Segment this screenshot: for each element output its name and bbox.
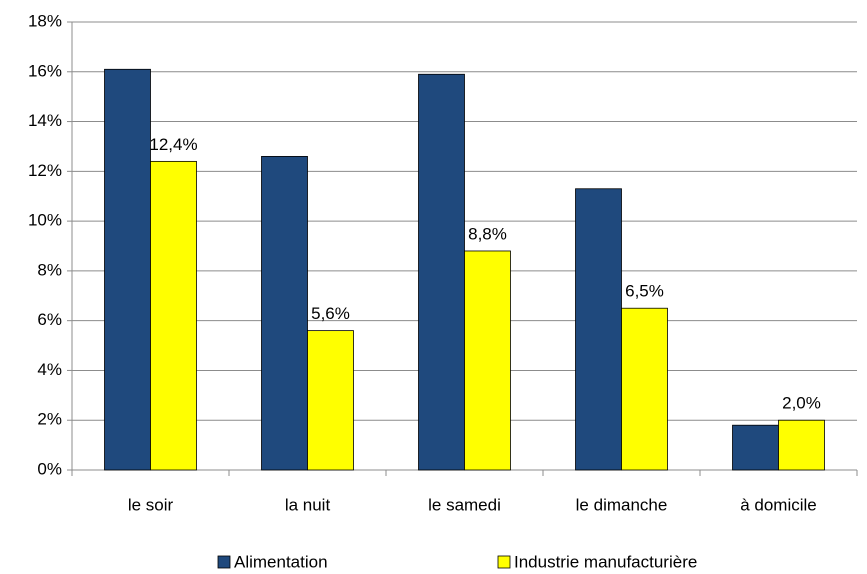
y-tick-label: 14% bbox=[28, 111, 62, 130]
data-label: 2,0% bbox=[782, 394, 821, 413]
y-tick-label: 0% bbox=[37, 459, 62, 478]
y-tick-label: 8% bbox=[37, 260, 62, 279]
x-tick-label: le dimanche bbox=[576, 495, 668, 514]
bar bbox=[778, 419, 825, 471]
y-tick-label: 2% bbox=[37, 410, 62, 429]
bar bbox=[621, 307, 668, 471]
y-tick-label: 10% bbox=[28, 211, 62, 230]
bar bbox=[732, 424, 779, 471]
bar bbox=[575, 188, 622, 471]
data-label: 8,8% bbox=[468, 224, 507, 243]
y-tick-label: 4% bbox=[37, 360, 62, 379]
legend-swatch bbox=[217, 555, 231, 569]
y-tick-label: 18% bbox=[28, 11, 62, 30]
bar bbox=[261, 155, 308, 471]
legend-swatch bbox=[497, 555, 511, 569]
y-tick-label: 16% bbox=[28, 61, 62, 80]
bar bbox=[150, 160, 197, 471]
bar bbox=[418, 73, 465, 471]
bar bbox=[464, 250, 511, 471]
data-label: 12,4% bbox=[149, 135, 197, 154]
data-label: 5,6% bbox=[311, 304, 350, 323]
bar bbox=[307, 330, 354, 471]
bar bbox=[104, 68, 151, 471]
x-tick-label: le samedi bbox=[428, 495, 501, 514]
y-tick-label: 6% bbox=[37, 310, 62, 329]
y-tick-label: 12% bbox=[28, 161, 62, 180]
x-tick-label: à domicile bbox=[740, 495, 817, 514]
legend-label: Alimentation bbox=[234, 552, 328, 571]
x-tick-label: la nuit bbox=[285, 495, 331, 514]
data-label: 6,5% bbox=[625, 282, 664, 301]
x-tick-label: le soir bbox=[128, 495, 174, 514]
legend-label: Industrie manufacturière bbox=[514, 552, 697, 571]
